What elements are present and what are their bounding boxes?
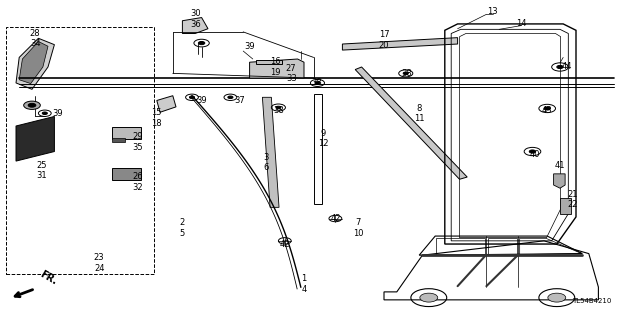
Text: 28
34: 28 34 xyxy=(30,29,40,48)
Polygon shape xyxy=(250,59,304,78)
Circle shape xyxy=(189,96,195,99)
Text: 40: 40 xyxy=(529,150,540,159)
Text: 42: 42 xyxy=(280,240,290,249)
Text: 16
19: 16 19 xyxy=(270,57,280,77)
Text: FR.: FR. xyxy=(38,270,59,287)
Text: 37: 37 xyxy=(235,96,245,105)
Text: TL54B4210: TL54B4210 xyxy=(572,299,612,304)
Text: 41: 41 xyxy=(555,161,565,170)
Polygon shape xyxy=(157,96,176,112)
Circle shape xyxy=(228,96,233,99)
Text: 13: 13 xyxy=(488,7,498,16)
Polygon shape xyxy=(355,67,467,179)
Text: 7
10: 7 10 xyxy=(353,219,364,238)
Polygon shape xyxy=(19,41,48,84)
Text: 8
11: 8 11 xyxy=(414,104,424,123)
Circle shape xyxy=(276,106,281,109)
Circle shape xyxy=(544,107,550,110)
Text: 15
18: 15 18 xyxy=(152,108,162,128)
Circle shape xyxy=(403,72,408,75)
Circle shape xyxy=(557,65,563,69)
Text: 38: 38 xyxy=(401,69,412,78)
Polygon shape xyxy=(182,18,208,33)
Text: 3
6: 3 6 xyxy=(263,153,268,172)
Text: 39: 39 xyxy=(244,42,255,51)
Circle shape xyxy=(198,41,205,45)
Text: 43: 43 xyxy=(542,106,552,115)
Bar xyxy=(112,127,141,139)
Text: 39: 39 xyxy=(52,109,63,118)
Text: 42: 42 xyxy=(331,214,341,223)
Circle shape xyxy=(315,82,320,84)
Circle shape xyxy=(42,112,47,115)
Text: 17
20: 17 20 xyxy=(379,30,389,49)
Text: 23
24: 23 24 xyxy=(94,254,104,273)
Circle shape xyxy=(420,293,438,302)
Text: 29
35: 29 35 xyxy=(132,132,143,152)
Polygon shape xyxy=(262,97,279,207)
Text: 44: 44 xyxy=(561,63,572,71)
Bar xyxy=(6,27,154,274)
Bar xyxy=(112,168,141,180)
Polygon shape xyxy=(256,60,282,64)
Polygon shape xyxy=(16,38,54,89)
Text: 27
33: 27 33 xyxy=(286,64,296,83)
Text: 38: 38 xyxy=(273,106,284,115)
Polygon shape xyxy=(16,116,54,161)
Text: 14: 14 xyxy=(516,19,527,28)
Text: 1
4: 1 4 xyxy=(301,274,307,293)
Circle shape xyxy=(24,101,40,109)
Text: 38: 38 xyxy=(312,78,322,87)
Polygon shape xyxy=(342,38,458,50)
Text: 26
32: 26 32 xyxy=(132,172,143,191)
Text: 25
31: 25 31 xyxy=(36,161,47,180)
Text: 21
22: 21 22 xyxy=(568,190,578,209)
Text: 39: 39 xyxy=(196,96,207,105)
Text: 30
36: 30 36 xyxy=(190,10,200,29)
Text: 2
5: 2 5 xyxy=(180,219,185,238)
Circle shape xyxy=(548,293,566,302)
Bar xyxy=(112,138,125,142)
Circle shape xyxy=(28,103,36,107)
Text: 9
12: 9 12 xyxy=(318,129,328,148)
Polygon shape xyxy=(554,174,565,188)
Polygon shape xyxy=(560,198,571,214)
Circle shape xyxy=(529,150,536,153)
